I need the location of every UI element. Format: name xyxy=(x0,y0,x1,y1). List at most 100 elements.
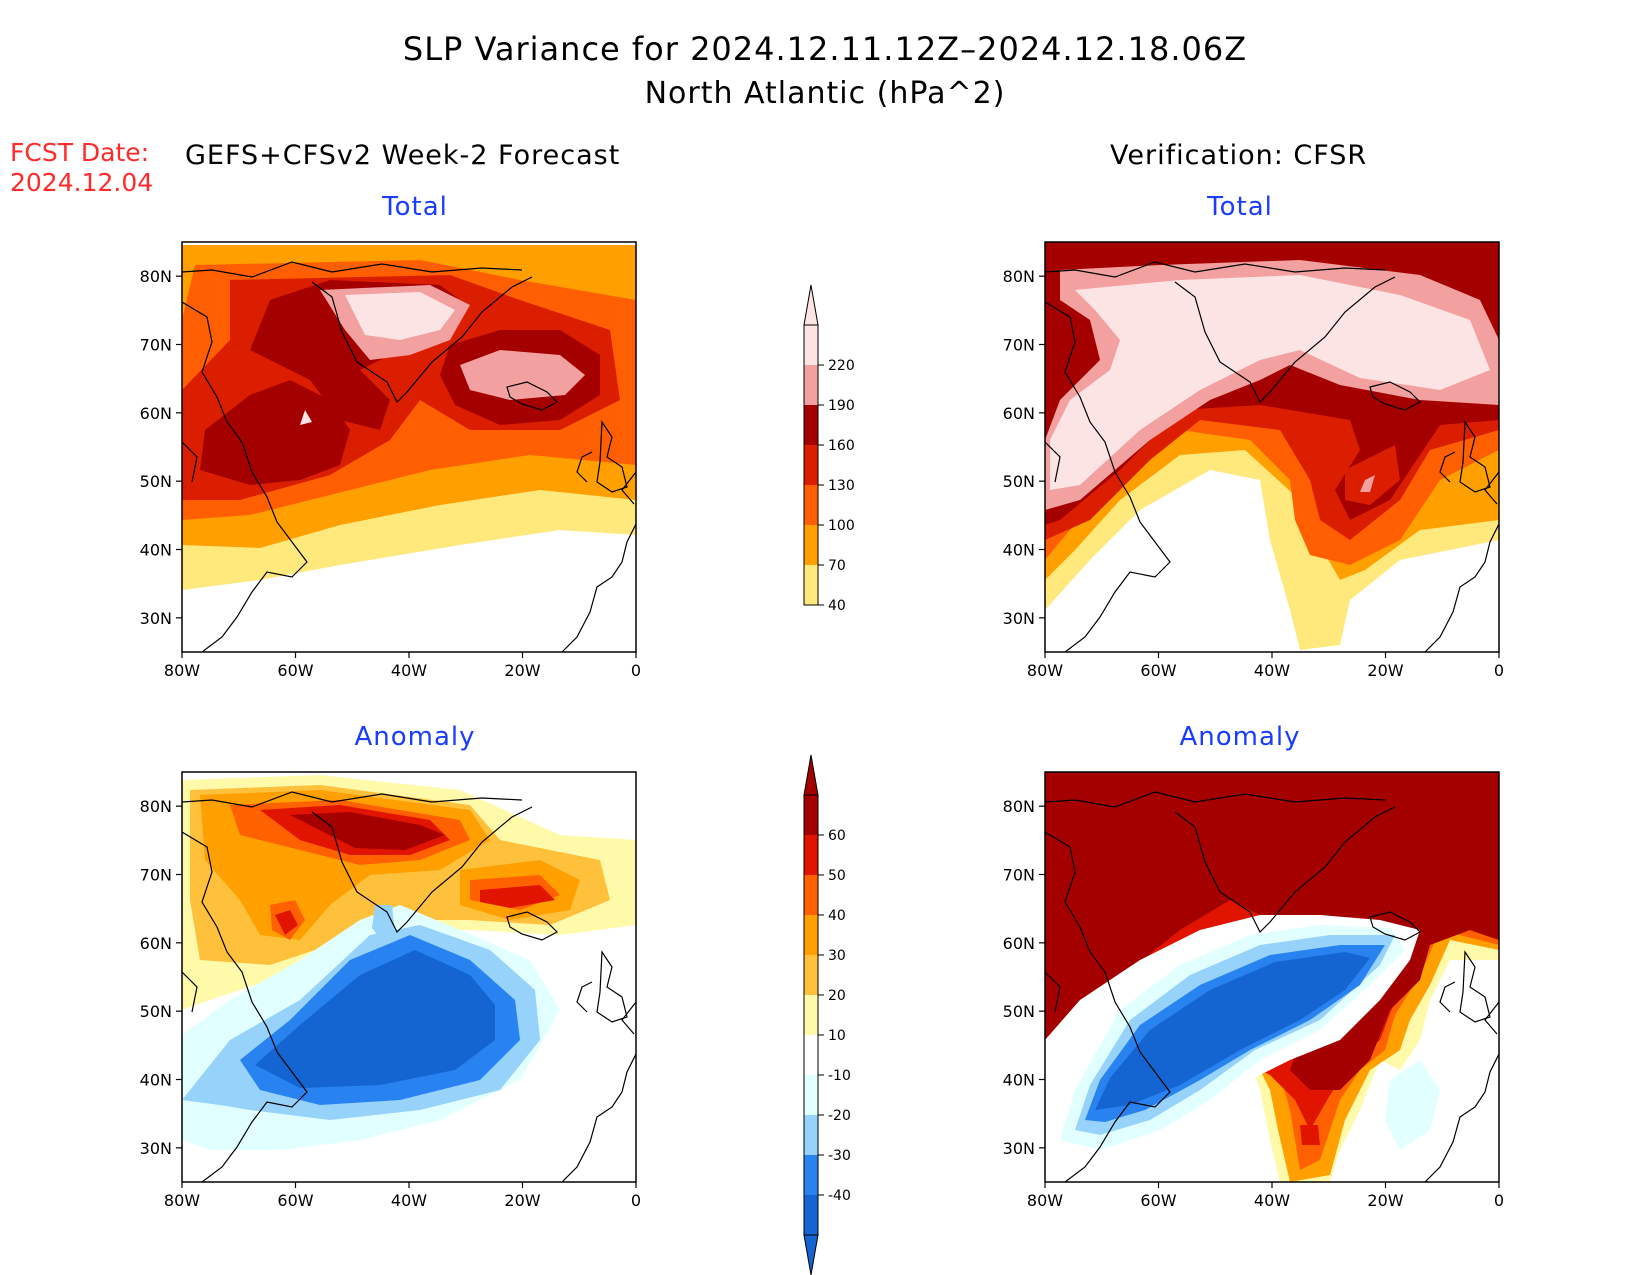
lat-tick-label: 50N xyxy=(140,1002,172,1021)
colorbar-segment xyxy=(804,325,818,365)
fcst-date-block: FCST Date: 2024.12.04 xyxy=(10,138,153,198)
forecast-anomaly-title: Anomaly xyxy=(354,722,476,752)
lon-tick-label: 80W xyxy=(164,661,200,680)
colorbar-segment xyxy=(804,1115,818,1155)
lat-tick-label: 80N xyxy=(1003,267,1035,286)
colorbar-segment xyxy=(804,1035,818,1075)
colorbar-top-extension xyxy=(803,754,819,796)
lon-tick-label: 20W xyxy=(1367,1191,1403,1210)
colorbar-label: -10 xyxy=(828,1068,851,1084)
lat-tick-label: 80N xyxy=(140,797,172,816)
lat-tick-label: 30N xyxy=(1003,1139,1035,1158)
lon-tick-label: 40W xyxy=(391,1191,427,1210)
lon-tick-label: 60W xyxy=(1140,661,1176,680)
lon-tick-label: 40W xyxy=(391,661,427,680)
colorbar-label: 130 xyxy=(828,478,855,494)
colorbar-label: 50 xyxy=(828,868,846,884)
colorbar-label: 60 xyxy=(828,828,846,844)
forecast-anomaly-map xyxy=(182,772,636,1182)
lon-tick-label: 20W xyxy=(504,661,540,680)
colorbar-label: 100 xyxy=(828,518,855,534)
lat-tick-label: 70N xyxy=(140,336,172,355)
colorbar-label: -30 xyxy=(828,1148,851,1164)
lon-tick-label: 0 xyxy=(1494,661,1504,680)
colorbar-segment xyxy=(804,565,818,605)
forecast-total-title: Total xyxy=(382,192,448,222)
total-colorbar: 40 70 100 130 160 190 220 xyxy=(803,284,855,614)
lat-tick-label: 60N xyxy=(1003,934,1035,953)
colorbar-label: 70 xyxy=(828,558,846,574)
colorbar-label: 190 xyxy=(828,398,855,414)
colorbar-top-extension xyxy=(803,284,819,326)
verification-total-title: Total xyxy=(1207,192,1273,222)
lat-tick-label: 40N xyxy=(140,541,172,560)
colorbar-label: -20 xyxy=(828,1108,851,1124)
anomaly-colorbar: -40 -30 -20 -10 10 20 30 40 50 60 xyxy=(803,754,851,1275)
lat-tick-label: 60N xyxy=(1003,404,1035,423)
colorbar-segment xyxy=(804,485,818,525)
lon-tick-label: 80W xyxy=(164,1191,200,1210)
lat-tick-label: 30N xyxy=(140,609,172,628)
lat-tick-label: 60N xyxy=(140,404,172,423)
colorbar-label: 160 xyxy=(828,438,855,454)
colorbar-segment xyxy=(804,525,818,565)
colorbar-label: -40 xyxy=(828,1188,851,1204)
colorbar-frame xyxy=(803,794,819,1236)
lon-tick-label: 80W xyxy=(1027,1191,1063,1210)
lat-tick-label: 50N xyxy=(1003,1002,1035,1021)
lon-tick-label: 60W xyxy=(277,1191,313,1210)
colorbar-segment xyxy=(804,405,818,445)
fcst-date-label: FCST Date: xyxy=(10,138,150,167)
verification-total-map xyxy=(1045,242,1499,652)
colorbar-segment xyxy=(804,995,818,1035)
verification-anomaly-map xyxy=(1045,772,1499,1182)
lon-tick-label: 20W xyxy=(1367,661,1403,680)
lon-tick-label: 20W xyxy=(504,1191,540,1210)
colorbar-segment xyxy=(804,445,818,485)
lon-tick-label: 80W xyxy=(1027,661,1063,680)
colorbar-label: 40 xyxy=(828,908,846,924)
colorbar-segment xyxy=(804,1075,818,1115)
lon-tick-label: 40W xyxy=(1254,661,1290,680)
lat-tick-label: 40N xyxy=(1003,1071,1035,1090)
lat-tick-label: 80N xyxy=(1003,797,1035,816)
colorbar-bottom-extension xyxy=(803,1234,819,1275)
figure-title: SLP Variance for 2024.12.11.12Z–2024.12.… xyxy=(402,30,1248,68)
lat-tick-label: 80N xyxy=(140,267,172,286)
lon-tick-label: 0 xyxy=(1494,1191,1504,1210)
verification-anomaly-title: Anomaly xyxy=(1179,722,1301,752)
lon-tick-label: 0 xyxy=(631,661,641,680)
colorbar-segment xyxy=(804,1195,818,1235)
lon-tick-label: 0 xyxy=(631,1191,641,1210)
colorbar-segment xyxy=(804,1155,818,1195)
colorbar-segment xyxy=(804,915,818,955)
colorbar-label: 20 xyxy=(828,988,846,1004)
lat-tick-label: 60N xyxy=(140,934,172,953)
colorbar-label: 30 xyxy=(828,948,846,964)
lon-tick-label: 60W xyxy=(277,661,313,680)
lon-tick-label: 60W xyxy=(1140,1191,1176,1210)
lat-tick-label: 50N xyxy=(140,472,172,491)
lon-tick-label: 40W xyxy=(1254,1191,1290,1210)
colorbar-label: 10 xyxy=(828,1028,846,1044)
colorbar-segment xyxy=(804,835,818,875)
colorbar-label: 40 xyxy=(828,598,846,614)
lat-tick-label: 30N xyxy=(140,1139,172,1158)
lat-tick-label: 70N xyxy=(1003,866,1035,885)
colorbar-segment xyxy=(804,365,818,405)
colorbar-segment xyxy=(804,955,818,995)
forecast-total-map xyxy=(182,242,636,652)
colorbar-segment xyxy=(804,795,818,835)
lat-tick-label: 70N xyxy=(140,866,172,885)
lat-tick-label: 70N xyxy=(1003,336,1035,355)
forecast-column-title: GEFS+CFSv2 Week-2 Forecast xyxy=(185,140,621,171)
figure-subtitle: North Atlantic (hPa^2) xyxy=(644,76,1006,111)
axis-labels-layer: 80W 60W 40W 20W 0 80N 70N 60N 50N 40N 30N 80W 60W 40W… xyxy=(140,267,1504,1210)
colorbar-label: 220 xyxy=(828,358,855,374)
lat-tick-label: 40N xyxy=(1003,541,1035,560)
colorbar-frame xyxy=(803,324,819,606)
colorbar-segment xyxy=(804,875,818,915)
lat-tick-label: 40N xyxy=(140,1071,172,1090)
lat-tick-label: 50N xyxy=(1003,472,1035,491)
fcst-date-value: 2024.12.04 xyxy=(10,168,154,197)
